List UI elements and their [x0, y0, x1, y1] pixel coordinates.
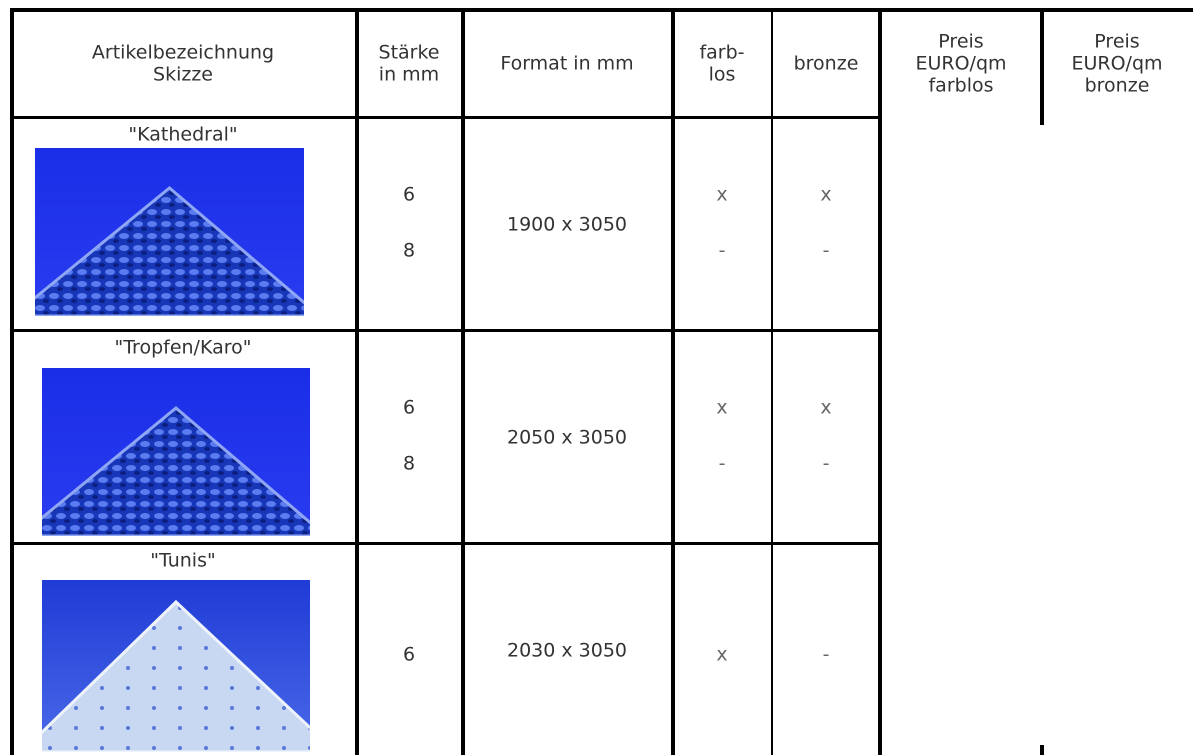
header-text: Format in mm	[500, 52, 634, 75]
header-text: EURO/qm	[915, 52, 1007, 75]
thickness: 6	[402, 396, 416, 419]
border	[1040, 745, 1044, 755]
border	[878, 745, 882, 755]
border	[10, 542, 880, 545]
border	[461, 8, 465, 755]
thickness: 6	[402, 183, 416, 206]
header-text: farblos	[928, 74, 994, 97]
farblos-mark: x	[716, 396, 728, 419]
header-text: los	[708, 63, 736, 86]
border	[878, 8, 882, 755]
border	[10, 8, 14, 755]
article-name: "Tunis"	[150, 549, 216, 572]
header-text: bronze	[1084, 74, 1150, 97]
header-text: Preis	[1094, 30, 1140, 53]
format: 1900 x 3050	[506, 213, 628, 236]
header-text: farb-	[699, 41, 745, 64]
bronze-mark: x	[820, 183, 832, 206]
format: 2030 x 3050	[506, 639, 628, 662]
border	[10, 329, 880, 332]
bronze-mark: -	[822, 643, 830, 666]
product-image	[42, 580, 310, 752]
farblos-mark: -	[718, 239, 726, 262]
thickness: 6	[402, 643, 416, 666]
thickness: 8	[402, 239, 416, 262]
header-text: Stärke	[378, 41, 440, 64]
article-name: "Tropfen/Karo"	[114, 336, 252, 359]
header-text: Artikelbezeichnung	[91, 41, 275, 64]
article-name: "Kathedral"	[128, 123, 238, 146]
border	[10, 116, 880, 119]
bronze-mark: -	[822, 452, 830, 475]
farblos-mark: x	[716, 183, 728, 206]
border	[771, 8, 773, 755]
border	[10, 8, 1193, 12]
farblos-mark: x	[716, 643, 728, 666]
bronze-mark: x	[820, 396, 832, 419]
thickness: 8	[402, 452, 416, 475]
bronze-mark: -	[822, 239, 830, 262]
border	[1040, 8, 1044, 125]
border	[355, 8, 359, 755]
header-text: Preis	[938, 30, 984, 53]
header-text: in mm	[378, 63, 440, 86]
format: 2050 x 3050	[506, 426, 628, 449]
farblos-mark: -	[718, 452, 726, 475]
header-text: EURO/qm	[1071, 52, 1163, 75]
product-image	[35, 148, 304, 316]
border	[671, 8, 675, 755]
product-image	[42, 368, 310, 536]
header-text: bronze	[793, 52, 859, 75]
header-text: Skizze	[153, 63, 213, 86]
